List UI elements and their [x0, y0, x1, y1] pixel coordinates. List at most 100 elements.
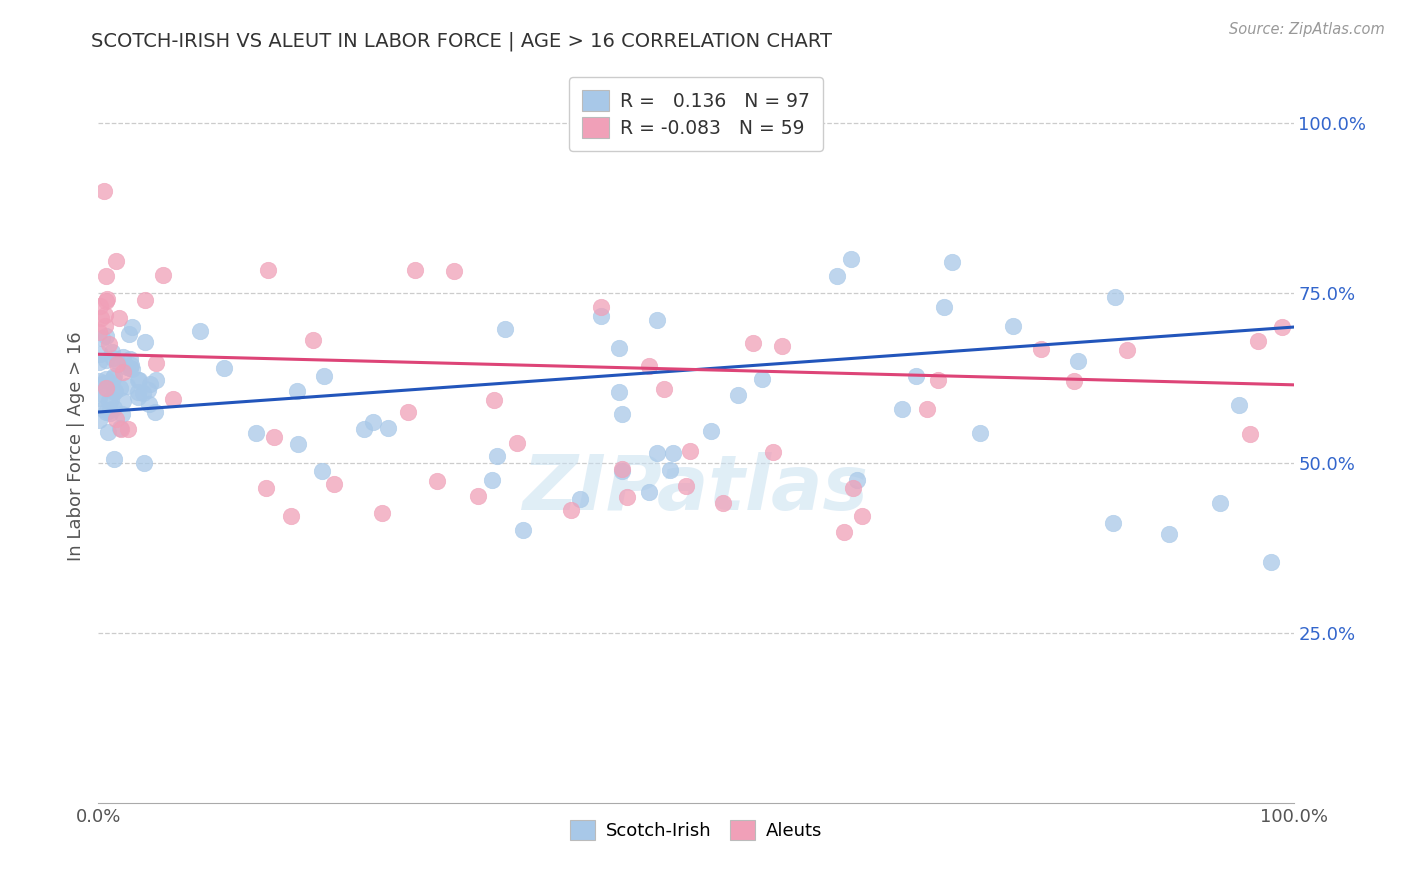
- Point: [96, 293, 118, 307]
- Point: [512, 523, 534, 537]
- Point: [426, 474, 449, 488]
- Point: [162, 392, 184, 406]
- Point: [111, 407, 134, 421]
- Point: [94, 318, 117, 333]
- Point: [443, 264, 465, 278]
- Point: [91, 402, 114, 417]
- Point: [638, 359, 661, 374]
- Point: [111, 350, 134, 364]
- Point: [145, 356, 167, 370]
- Point: [115, 360, 138, 375]
- Point: [100, 392, 122, 406]
- Point: [90, 311, 112, 326]
- Point: [1029, 342, 1052, 356]
- Point: [110, 422, 132, 436]
- Point: [560, 502, 582, 516]
- Point: [1247, 334, 1270, 348]
- Point: [890, 402, 912, 417]
- Legend: Scotch-Irish, Aleuts: Scotch-Irish, Aleuts: [562, 813, 830, 847]
- Point: [263, 430, 285, 444]
- Point: [132, 386, 155, 401]
- Point: [1227, 398, 1250, 412]
- Point: [591, 300, 613, 314]
- Point: [115, 379, 138, 393]
- Point: [638, 485, 661, 500]
- Point: [353, 421, 375, 435]
- Point: [467, 489, 489, 503]
- Point: [145, 373, 167, 387]
- Point: [1102, 516, 1125, 530]
- Point: [188, 324, 211, 338]
- Point: [494, 322, 516, 336]
- Point: [772, 339, 794, 353]
- Point: [94, 293, 117, 308]
- Point: [568, 491, 591, 506]
- Point: [751, 372, 773, 386]
- Point: [87, 325, 110, 339]
- Y-axis label: In Labor Force | Age > 16: In Labor Force | Age > 16: [66, 331, 84, 561]
- Point: [120, 358, 142, 372]
- Point: [1239, 427, 1261, 442]
- Point: [134, 335, 156, 350]
- Point: [927, 374, 949, 388]
- Point: [89, 355, 111, 369]
- Point: [93, 184, 115, 198]
- Point: [103, 369, 125, 384]
- Point: [287, 437, 309, 451]
- Point: [1271, 320, 1294, 334]
- Point: [645, 313, 668, 327]
- Point: [94, 352, 117, 367]
- Point: [89, 385, 111, 400]
- Point: [482, 393, 505, 408]
- Point: [98, 337, 121, 351]
- Text: Source: ZipAtlas.com: Source: ZipAtlas.com: [1229, 22, 1385, 37]
- Point: [711, 496, 734, 510]
- Point: [589, 309, 612, 323]
- Point: [652, 382, 675, 396]
- Point: [1260, 555, 1282, 569]
- Point: [132, 456, 155, 470]
- Point: [94, 268, 117, 283]
- Point: [827, 268, 849, 283]
- Point: [89, 413, 111, 427]
- Point: [118, 327, 141, 342]
- Point: [138, 377, 160, 392]
- Point: [256, 262, 278, 277]
- Point: [103, 451, 125, 466]
- Point: [607, 341, 630, 355]
- Point: [323, 476, 346, 491]
- Point: [112, 394, 135, 409]
- Point: [103, 385, 125, 400]
- Point: [941, 255, 963, 269]
- Point: [134, 293, 156, 308]
- Point: [89, 391, 111, 405]
- Point: [108, 381, 131, 395]
- Point: [662, 446, 685, 460]
- Point: [94, 376, 117, 391]
- Point: [396, 405, 419, 419]
- Point: [934, 301, 956, 315]
- Point: [612, 464, 634, 478]
- Point: [97, 425, 120, 440]
- Point: [98, 375, 121, 389]
- Point: [1116, 343, 1139, 357]
- Point: [138, 397, 160, 411]
- Point: [1104, 290, 1126, 304]
- Point: [609, 385, 631, 400]
- Point: [841, 252, 863, 266]
- Point: [108, 310, 131, 325]
- Point: [969, 426, 991, 441]
- Point: [679, 443, 702, 458]
- Point: [612, 407, 634, 421]
- Point: [1063, 375, 1085, 389]
- Point: [741, 336, 763, 351]
- Point: [104, 412, 127, 426]
- Point: [658, 463, 681, 477]
- Point: [727, 388, 749, 402]
- Point: [108, 421, 131, 435]
- Point: [94, 405, 117, 419]
- Point: [212, 361, 235, 376]
- Point: [105, 357, 128, 371]
- Point: [280, 508, 302, 523]
- Text: ZIPatlas: ZIPatlas: [523, 452, 869, 525]
